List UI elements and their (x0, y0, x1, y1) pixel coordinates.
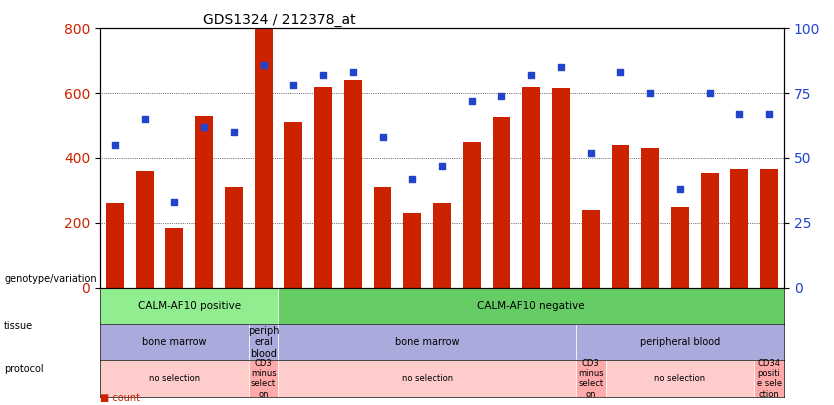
Bar (575, 360, 605, 397)
Bar (254, 28, 273, 288)
Point (138, 116, 151, 122)
Bar (605, 360, 754, 397)
Text: CALM-AF10 negative: CALM-AF10 negative (477, 301, 585, 311)
Bar (279, 288, 784, 324)
Bar (404, 213, 421, 288)
Point (584, 149, 597, 156)
Text: protocol: protocol (4, 364, 44, 373)
Text: genotype/variation: genotype/variation (4, 275, 97, 284)
Text: no selection: no selection (148, 374, 200, 383)
Bar (522, 87, 540, 288)
Bar (284, 122, 302, 288)
Text: peripheral blood: peripheral blood (640, 337, 720, 347)
Bar (344, 80, 362, 288)
Point (257, 62, 270, 68)
Bar (582, 210, 600, 288)
Bar (641, 148, 659, 288)
Bar (100, 288, 279, 324)
Text: tissue: tissue (4, 321, 33, 331)
Point (762, 111, 776, 117)
Bar (731, 169, 748, 288)
Bar (671, 207, 689, 288)
Bar (249, 324, 279, 360)
Bar (165, 228, 183, 288)
Bar (463, 142, 480, 288)
Text: ■ count: ■ count (100, 393, 140, 403)
Bar (100, 324, 249, 360)
Bar (760, 169, 778, 288)
Text: CALM-AF10 positive: CALM-AF10 positive (138, 301, 241, 311)
Text: periph
eral
blood: periph eral blood (248, 326, 279, 359)
Point (168, 199, 181, 205)
Text: CD3
minus
select
on: CD3 minus select on (578, 358, 604, 399)
Bar (374, 187, 391, 288)
Text: bone marrow: bone marrow (395, 337, 460, 347)
Bar (279, 360, 575, 397)
Text: CD3
minus
select
on: CD3 minus select on (251, 358, 276, 399)
Bar (611, 145, 630, 288)
Text: bone marrow: bone marrow (142, 337, 207, 347)
Point (405, 175, 419, 182)
Text: CD34
positi
e sele
ction: CD34 positi e sele ction (756, 358, 781, 399)
Bar (754, 360, 784, 397)
Point (435, 162, 449, 169)
Bar (225, 187, 243, 288)
Point (644, 90, 657, 96)
Bar (279, 324, 575, 360)
Point (287, 82, 300, 89)
Bar (314, 87, 332, 288)
Bar (195, 116, 213, 288)
Text: ■ count: ■ count (107, 378, 149, 388)
Point (703, 90, 716, 96)
Bar (249, 360, 279, 397)
Point (614, 69, 627, 76)
Text: GDS1324 / 212378_at: GDS1324 / 212378_at (203, 13, 355, 27)
Point (495, 92, 508, 99)
Point (198, 124, 211, 130)
Text: no selection: no selection (655, 374, 706, 383)
Point (227, 129, 240, 135)
Bar (552, 88, 570, 288)
Text: no selection: no selection (402, 374, 453, 383)
Point (108, 142, 122, 148)
Point (673, 186, 686, 192)
Bar (136, 171, 153, 288)
Bar (100, 360, 249, 397)
Point (376, 134, 389, 141)
Bar (493, 117, 510, 288)
Bar (106, 203, 124, 288)
Point (525, 72, 538, 78)
Bar (701, 173, 719, 288)
Point (346, 69, 359, 76)
Bar (575, 324, 784, 360)
Point (733, 111, 746, 117)
Point (465, 98, 479, 104)
Point (555, 64, 568, 70)
Point (316, 72, 329, 78)
Bar (433, 203, 451, 288)
